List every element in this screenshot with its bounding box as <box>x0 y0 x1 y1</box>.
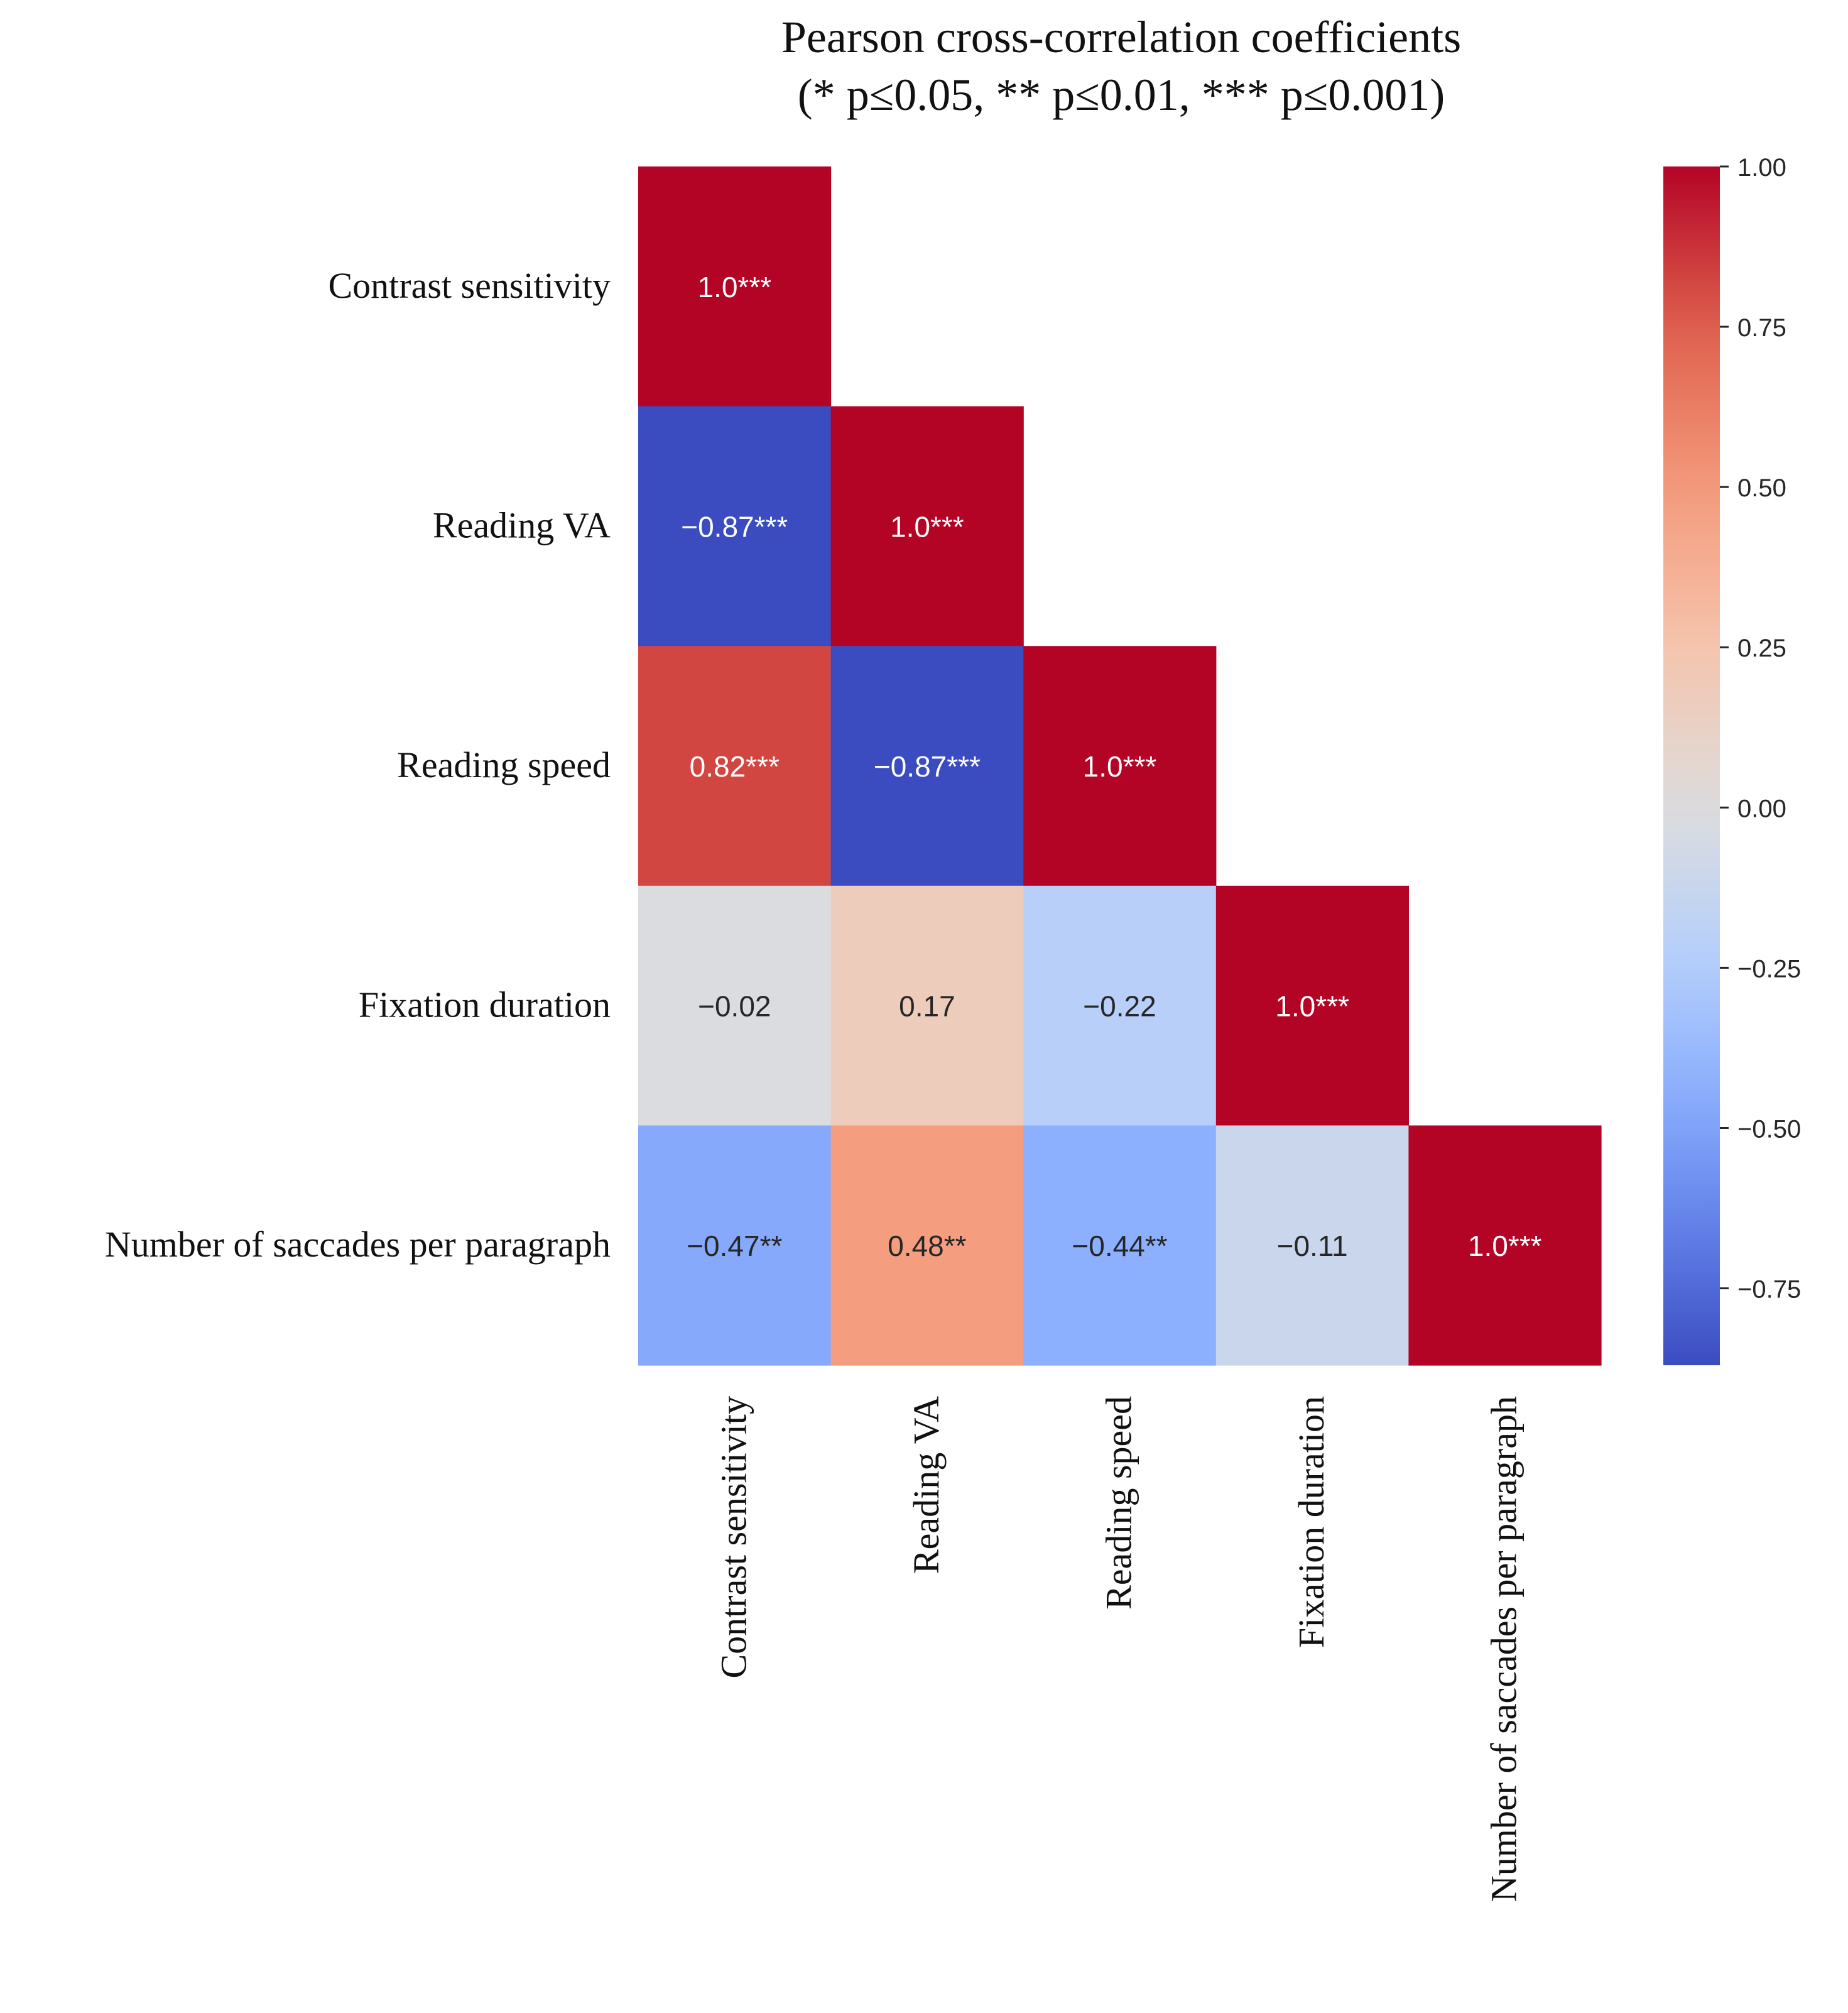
cell-value-label: −0.44** <box>1072 1230 1167 1262</box>
row-tick-label: Number of saccades per paragraph <box>105 1224 611 1265</box>
heatmap-cell <box>638 1125 832 1366</box>
heatmap-cells: 1.0*** −0.87*** 1.0*** 0.82*** −0.87*** 1.0**… <box>638 166 1602 1366</box>
heatmap-cell <box>830 406 1024 646</box>
cell-value-label: −0.87*** <box>681 510 788 543</box>
heatmap-cell <box>1408 1125 1602 1366</box>
cell-value-label: 0.17 <box>899 990 955 1023</box>
cell-value-label: −0.87*** <box>874 750 981 783</box>
colorbar-tick-label: −0.50 <box>1737 1115 1801 1143</box>
heatmap-cell <box>1023 1125 1217 1366</box>
colorbar-tick-label: −0.25 <box>1737 955 1801 983</box>
row-tick-label: Reading VA <box>433 505 611 545</box>
heatmap-cell <box>830 885 1024 1126</box>
colorbar-tick-label: 1.00 <box>1737 154 1786 182</box>
row-tick-label: Reading speed <box>397 745 611 785</box>
cell-value-label: 1.0*** <box>1083 750 1157 783</box>
heatmap-cell <box>1023 885 1217 1126</box>
cell-value-label: 1.0*** <box>1275 990 1349 1023</box>
heatmap-cell <box>638 166 832 407</box>
cell-value-label: 1.0*** <box>697 271 771 303</box>
chart-subtitle: (* p≤0.05, ** p≤0.01, *** p≤0.001) <box>798 70 1445 120</box>
cell-value-label: 1.0*** <box>890 510 964 543</box>
cell-value-label: −0.11 <box>1277 1230 1348 1262</box>
cell-value-label: −0.47** <box>687 1230 782 1262</box>
heatmap-cell <box>638 406 832 646</box>
chart-title: Pearson cross-correlation coefficients <box>781 12 1461 62</box>
heatmap-cell <box>1023 646 1217 886</box>
colorbar-tick-label: −0.75 <box>1737 1276 1801 1304</box>
colorbar-tick-label: 0.50 <box>1737 474 1786 502</box>
cell-value-label: 1.0*** <box>1468 1230 1542 1262</box>
heatmap-cell <box>830 1125 1024 1366</box>
cell-value-label: −0.22 <box>1083 990 1156 1023</box>
cell-value-label: −0.02 <box>698 990 771 1023</box>
column-tick-label: Contrast sensitivity <box>713 1396 754 1679</box>
column-tick-label: Reading VA <box>906 1396 947 1574</box>
column-labels: Contrast sensitivity Reading VA Reading sp… <box>713 1396 1524 1902</box>
row-tick-label: Contrast sensitivity <box>329 265 611 306</box>
colorbar: 1.00 0.75 0.50 0.25 0.00 −0.25 −0.50 −0.75 <box>1663 154 1801 1365</box>
colorbar-tick-label: 0.00 <box>1737 795 1786 822</box>
heatmap-cell <box>638 885 832 1126</box>
cell-value-label: 0.48** <box>888 1230 966 1262</box>
row-tick-label: Fixation duration <box>359 985 611 1025</box>
cell-value-label: 0.82*** <box>690 750 780 783</box>
heatmap-cell <box>638 646 832 886</box>
column-tick-label: Fixation duration <box>1291 1396 1332 1648</box>
heatmap-cell <box>830 646 1024 886</box>
colorbar-tick-label: 0.75 <box>1737 314 1786 342</box>
column-tick-label: Number of saccades per paragraph <box>1484 1396 1525 1902</box>
column-tick-label: Reading speed <box>1099 1396 1139 1610</box>
colorbar-gradient <box>1663 166 1720 1365</box>
heatmap-cell <box>1215 885 1409 1126</box>
row-labels: Contrast sensitivity Reading VA Reading sp… <box>105 265 611 1265</box>
heatmap-cell <box>1215 1125 1409 1366</box>
colorbar-tick-label: 0.25 <box>1737 635 1786 662</box>
